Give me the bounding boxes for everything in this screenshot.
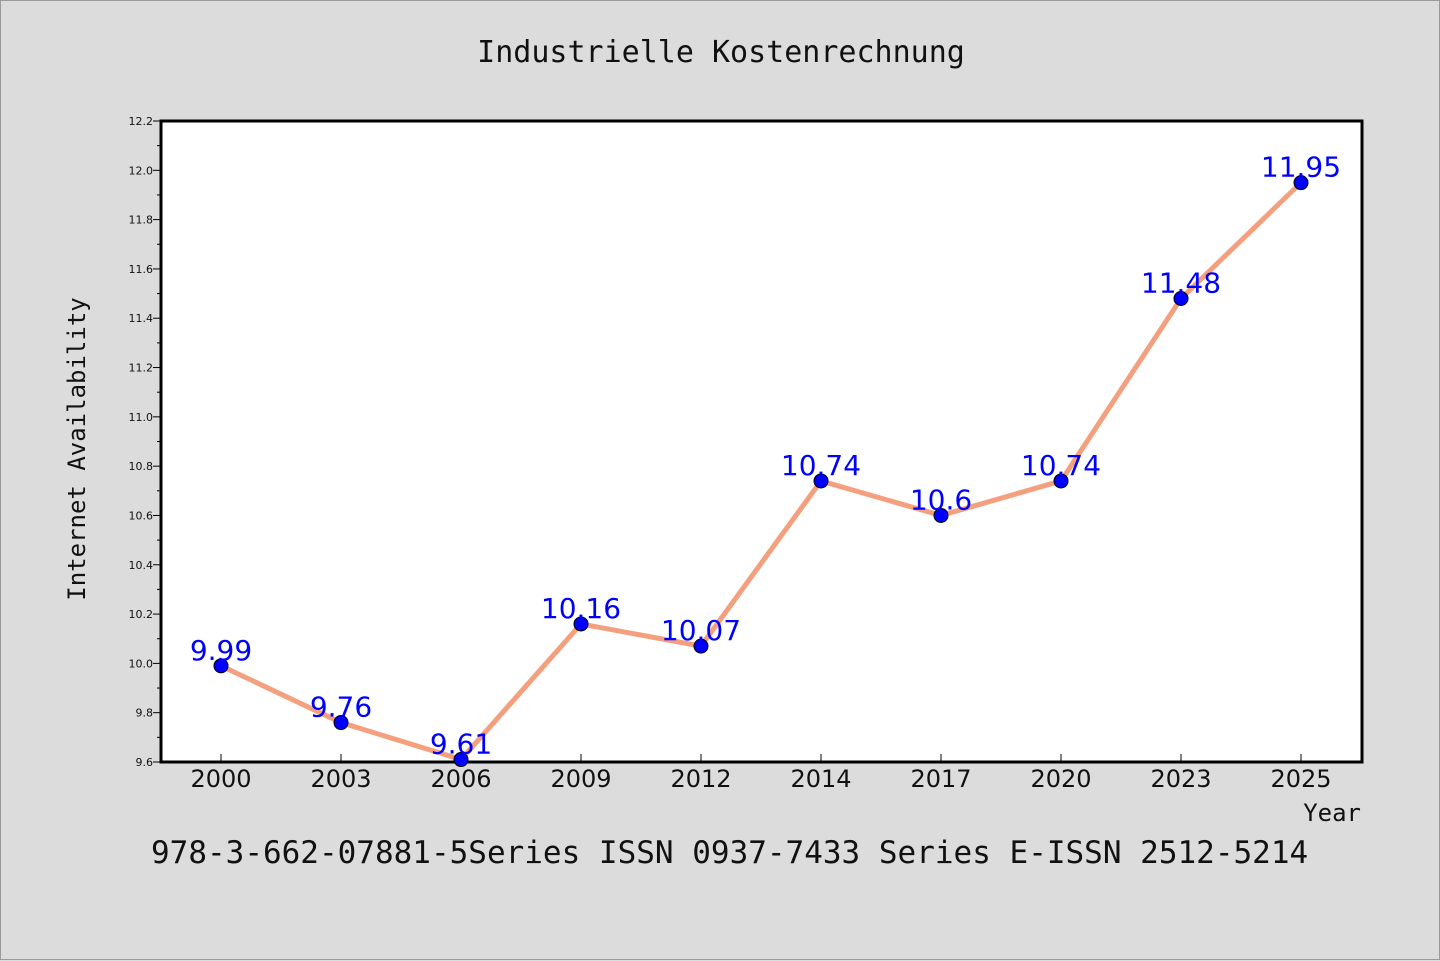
- y-tick-label: 11.6: [129, 263, 154, 276]
- data-point: [693, 638, 709, 654]
- data-point: [813, 473, 829, 489]
- y-tick-label: 9.8: [136, 707, 154, 720]
- y-tick-label: 10.0: [129, 657, 154, 670]
- data-point: [453, 752, 469, 768]
- x-tick-label: 2023: [1150, 765, 1211, 793]
- data-label: 11.95: [1261, 151, 1341, 184]
- y-tick-label: 11.2: [129, 362, 154, 375]
- data-point: [933, 507, 949, 523]
- x-tick-label: 2006: [430, 765, 491, 793]
- x-tick-label: 2025: [1270, 765, 1331, 793]
- data-point: [1293, 175, 1309, 191]
- y-tick-label: 11.4: [129, 312, 154, 325]
- y-tick-label: 10.6: [129, 509, 154, 522]
- data-label: 10.07: [661, 614, 741, 647]
- y-tick-label: 9.6: [136, 756, 154, 769]
- data-point: [213, 658, 229, 674]
- chart-title: Industrielle Kostenrechnung: [477, 35, 965, 70]
- y-tick-label: 10.4: [129, 559, 154, 572]
- plot-area: [159, 119, 1364, 764]
- data-point: [333, 715, 349, 731]
- data-point: [1173, 291, 1189, 307]
- y-tick-label: 12.2: [129, 115, 154, 128]
- series-line: [218, 180, 1304, 763]
- data-label: 10.6: [910, 483, 972, 516]
- x-tick-label: 2003: [310, 765, 371, 793]
- x-tick-label: 2000: [190, 765, 251, 793]
- y-tick-label: 11.8: [129, 214, 154, 227]
- y-tick-label: 12.0: [129, 164, 154, 177]
- x-tick-label: 2009: [550, 765, 611, 793]
- y-tick-label: 10.2: [129, 608, 154, 621]
- x-tick-label: 2017: [910, 765, 971, 793]
- x-tick-label: 2020: [1030, 765, 1091, 793]
- y-axis-label: Internet Availability: [63, 297, 91, 600]
- data-label: 10.16: [541, 592, 621, 625]
- x-tick-label: 2012: [670, 765, 731, 793]
- isbn-issn-footer: 978-3-662-07881-5Series ISSN 0937-7433 S…: [151, 835, 1309, 871]
- data-label: 9.99: [190, 634, 252, 667]
- data-label: 10.74: [1021, 449, 1101, 482]
- data-point: [1053, 473, 1069, 489]
- data-label: 10.74: [781, 449, 861, 482]
- x-tick-label: 2014: [790, 765, 851, 793]
- x-axis-label: Year: [1303, 799, 1361, 827]
- y-tick-label: 11.0: [129, 411, 154, 424]
- data-label: 9.61: [430, 728, 492, 761]
- data-label: 11.48: [1141, 267, 1221, 300]
- data-point: [573, 616, 589, 632]
- y-tick-label: 10.8: [129, 460, 154, 473]
- data-label: 9.76: [310, 691, 372, 724]
